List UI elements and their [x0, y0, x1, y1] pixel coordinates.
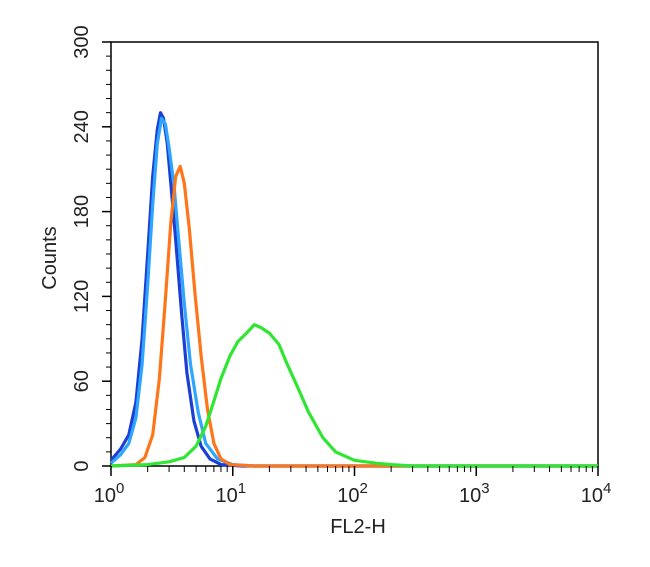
- plot-frame: [110, 41, 599, 467]
- y-tick-label: 120: [71, 280, 93, 313]
- x-tick-label: 103: [459, 480, 490, 507]
- y-tick-label: 60: [71, 370, 93, 392]
- y-tick-label: 180: [71, 195, 93, 228]
- x-tick-label: 104: [581, 480, 612, 507]
- y-tick-label: 240: [71, 110, 93, 143]
- y-axis-label: Counts: [39, 226, 61, 289]
- y-tick-label: 0: [71, 460, 93, 471]
- plot-area: [110, 41, 599, 467]
- series-line-4: [110, 323, 598, 468]
- x-tick-label: 100: [94, 480, 125, 507]
- x-axis-label: FL2-H: [330, 516, 386, 538]
- y-tick-label: 300: [71, 25, 93, 58]
- series-line-2: [109, 116, 598, 468]
- series-layer: [109, 111, 598, 468]
- series-line-3: [110, 164, 598, 468]
- x-tick-label: 101: [215, 480, 246, 507]
- x-tick-label: 102: [337, 480, 368, 507]
- ticks-layer: 100 101 102 103 104 0 60 120 180 240 300: [71, 25, 611, 507]
